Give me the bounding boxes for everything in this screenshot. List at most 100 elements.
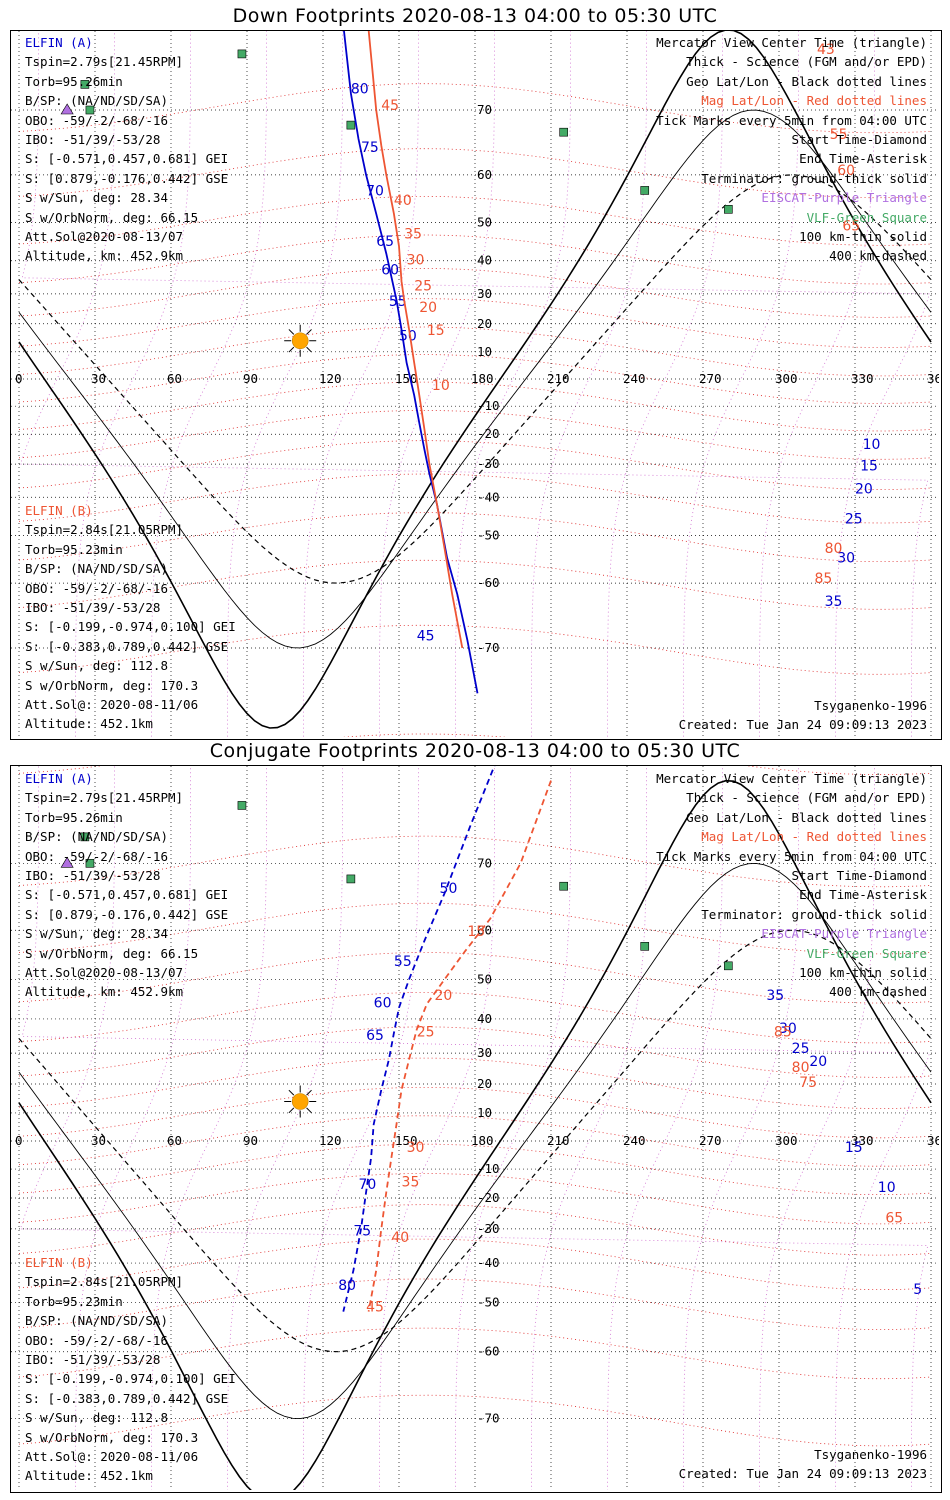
info-line: B/SP: (NA/ND/SD/SA): [25, 829, 168, 845]
elfin-b-title: ELFIN (B): [25, 1255, 93, 1270]
lat-tick-label: 50: [477, 214, 492, 229]
info-line: Att.Sol@2020-08-13/07: [25, 229, 184, 245]
track-tick-label: 10: [878, 1180, 896, 1196]
track-tick-label: 30: [837, 551, 855, 567]
lon-tick-label: 270: [699, 1133, 722, 1148]
lon-tick-label: 210: [547, 1133, 570, 1148]
legend-line: Geo Lat/Lon - Black dotted lines: [686, 809, 927, 825]
legend-line: VLF-Green Square: [806, 945, 927, 961]
lat-tick-label: -60: [477, 575, 500, 590]
track-tick-label: 35: [766, 988, 784, 1004]
lat-tick-label: -30: [477, 1221, 500, 1236]
track-tick-label: 10: [863, 437, 881, 453]
legend-line: 400 km-dashed: [829, 248, 927, 264]
legend-line: 400 km-dashed: [829, 984, 927, 1000]
sun-ray: [306, 1107, 312, 1114]
lat-tick-label: 10: [477, 1105, 492, 1120]
info-line: S: [0.879,-0.176,0.442] GSE: [25, 170, 229, 186]
track-tick-label: 15: [860, 458, 878, 474]
map-legend: Mercator View Center Time (triangle) Thi…: [656, 33, 927, 266]
track-tick-label: 30: [407, 1140, 425, 1156]
track-tick-label: 65: [366, 1028, 384, 1044]
mag-lon-line: [21, 766, 931, 1490]
sun-ray: [306, 1089, 312, 1096]
terminator-line: [18, 779, 932, 1490]
elfin-a-info: ELFIN (A) Tspin=2.79s[21.45RPM] Torb=95.…: [25, 33, 228, 266]
eiscat-marker: [60, 856, 74, 868]
info-line: Altitude, km: 452.9km: [25, 248, 184, 264]
legend-line: End Time-Asterisk: [799, 887, 927, 903]
lon-tick-label: 300: [775, 371, 798, 386]
lat-tick-label: -10: [477, 1161, 500, 1176]
track-tick-label: 75: [799, 1075, 817, 1091]
track-tick-label: 10: [432, 378, 450, 394]
info-line: S: [-0.199,-0.974,0.100] GEI: [25, 619, 236, 635]
lat-tick-label: -20: [477, 1190, 500, 1205]
sun-ray: [288, 1107, 295, 1114]
info-line: Altitude: 452.1km: [25, 1468, 153, 1484]
lon-tick-label: 0: [15, 1133, 23, 1148]
legend-line: End Time-Asterisk: [799, 151, 927, 167]
info-line: S: [-0.383,0.789,0.442] GSE: [25, 1390, 229, 1406]
info-line: S: [-0.571,0.457,0.681] GEI: [25, 151, 229, 167]
lon-tick-label: 30: [91, 1133, 106, 1148]
legend-line: Start Time-Diamond: [791, 132, 927, 148]
lat-tick-label: -10: [477, 398, 500, 413]
mag-lon-line: [759, 766, 875, 1490]
info-line: Att.Sol@: 2020-08-11/06: [25, 697, 199, 713]
legend-line: Start Time-Diamond: [791, 868, 927, 884]
lat-tick-label: 40: [477, 253, 492, 268]
info-line: S: [-0.199,-0.974,0.100] GEI: [25, 1371, 236, 1387]
track-tick-label: 65: [885, 1211, 903, 1227]
track-tick-label: 35: [404, 227, 422, 243]
sun-ray: [288, 1089, 295, 1096]
info-line: S w/Sun, deg: 112.8: [25, 1410, 168, 1426]
legend-line: Thick - Science (FGM and/or EPD): [686, 54, 927, 70]
lon-tick-label: 330: [851, 371, 874, 386]
info-line: IBO: -51/39/-53/28: [25, 132, 161, 148]
mag-lon-line: [379, 766, 495, 1490]
vlf-station-marker: [640, 186, 650, 195]
track-tick-label: 20: [434, 988, 452, 1004]
mag-lon-line: [607, 766, 723, 1490]
track-tick-label: 65: [842, 219, 860, 235]
lat-tick-label: -40: [477, 489, 500, 504]
info-line: S w/Sun, deg: 112.8: [25, 658, 168, 674]
lat-tick-label: 60: [477, 922, 492, 937]
lon-tick-label: 150: [395, 1133, 418, 1148]
legend-line: Mag Lat/Lon - Red dotted lines: [701, 93, 927, 109]
lon-tick-label: 300: [775, 1133, 798, 1148]
legend-line: Mercator View Center Time (triangle): [656, 771, 927, 786]
mag-lon-line: [75, 766, 191, 1490]
track-tick-label: 60: [381, 262, 399, 278]
eiscat-marker: [60, 103, 74, 115]
info-line: Torb=95.23min: [25, 541, 123, 557]
mag-lon-line: [303, 766, 419, 1490]
vlf-station-marker: [640, 942, 650, 951]
sun-ray: [288, 329, 295, 335]
lat-tick-label: -40: [477, 1255, 500, 1270]
track-tick-label: 85: [774, 1025, 792, 1041]
track-tick-label: 25: [414, 279, 432, 295]
info-line: Torb=95.26min: [25, 809, 123, 825]
info-line: Tspin=2.79s[21.45RPM]: [25, 54, 184, 70]
map-frame: 70 60 50 40 30 20 10 -10 -20 -30 -40 -50 -60 -70 0 30 60…: [10, 765, 942, 1493]
model-label: Tsyganenko-1996: [814, 1447, 927, 1462]
track-tick-label: 20: [855, 482, 873, 498]
vlf-station-marker: [346, 874, 356, 884]
terminator-line: [18, 31, 932, 729]
lon-tick-label: 60: [167, 371, 182, 386]
lat-tick-label: 10: [477, 344, 492, 359]
elfin-b-info: ELFIN (B) Tspin=2.84s[21.05RPM] Torb=95.…: [25, 501, 236, 734]
track-tick-label: 80: [825, 541, 843, 557]
info-line: IBO: -51/39/-53/28: [25, 868, 161, 884]
vlf-station-marker: [80, 80, 90, 89]
sun-ray: [306, 346, 312, 353]
track-tick-label: 60: [837, 163, 855, 179]
legend-line: Terminator: ground-thick solid: [701, 906, 927, 922]
elfin-b-info: ELFIN (B) Tspin=2.84s[21.05RPM] Torb=95.…: [25, 1253, 236, 1486]
lat-tick-label: 30: [477, 286, 492, 301]
vlf-station-marker: [85, 859, 95, 868]
track-tick-label: 70: [366, 183, 384, 199]
info-line: S w/OrbNorm, deg: 66.15: [25, 209, 199, 225]
